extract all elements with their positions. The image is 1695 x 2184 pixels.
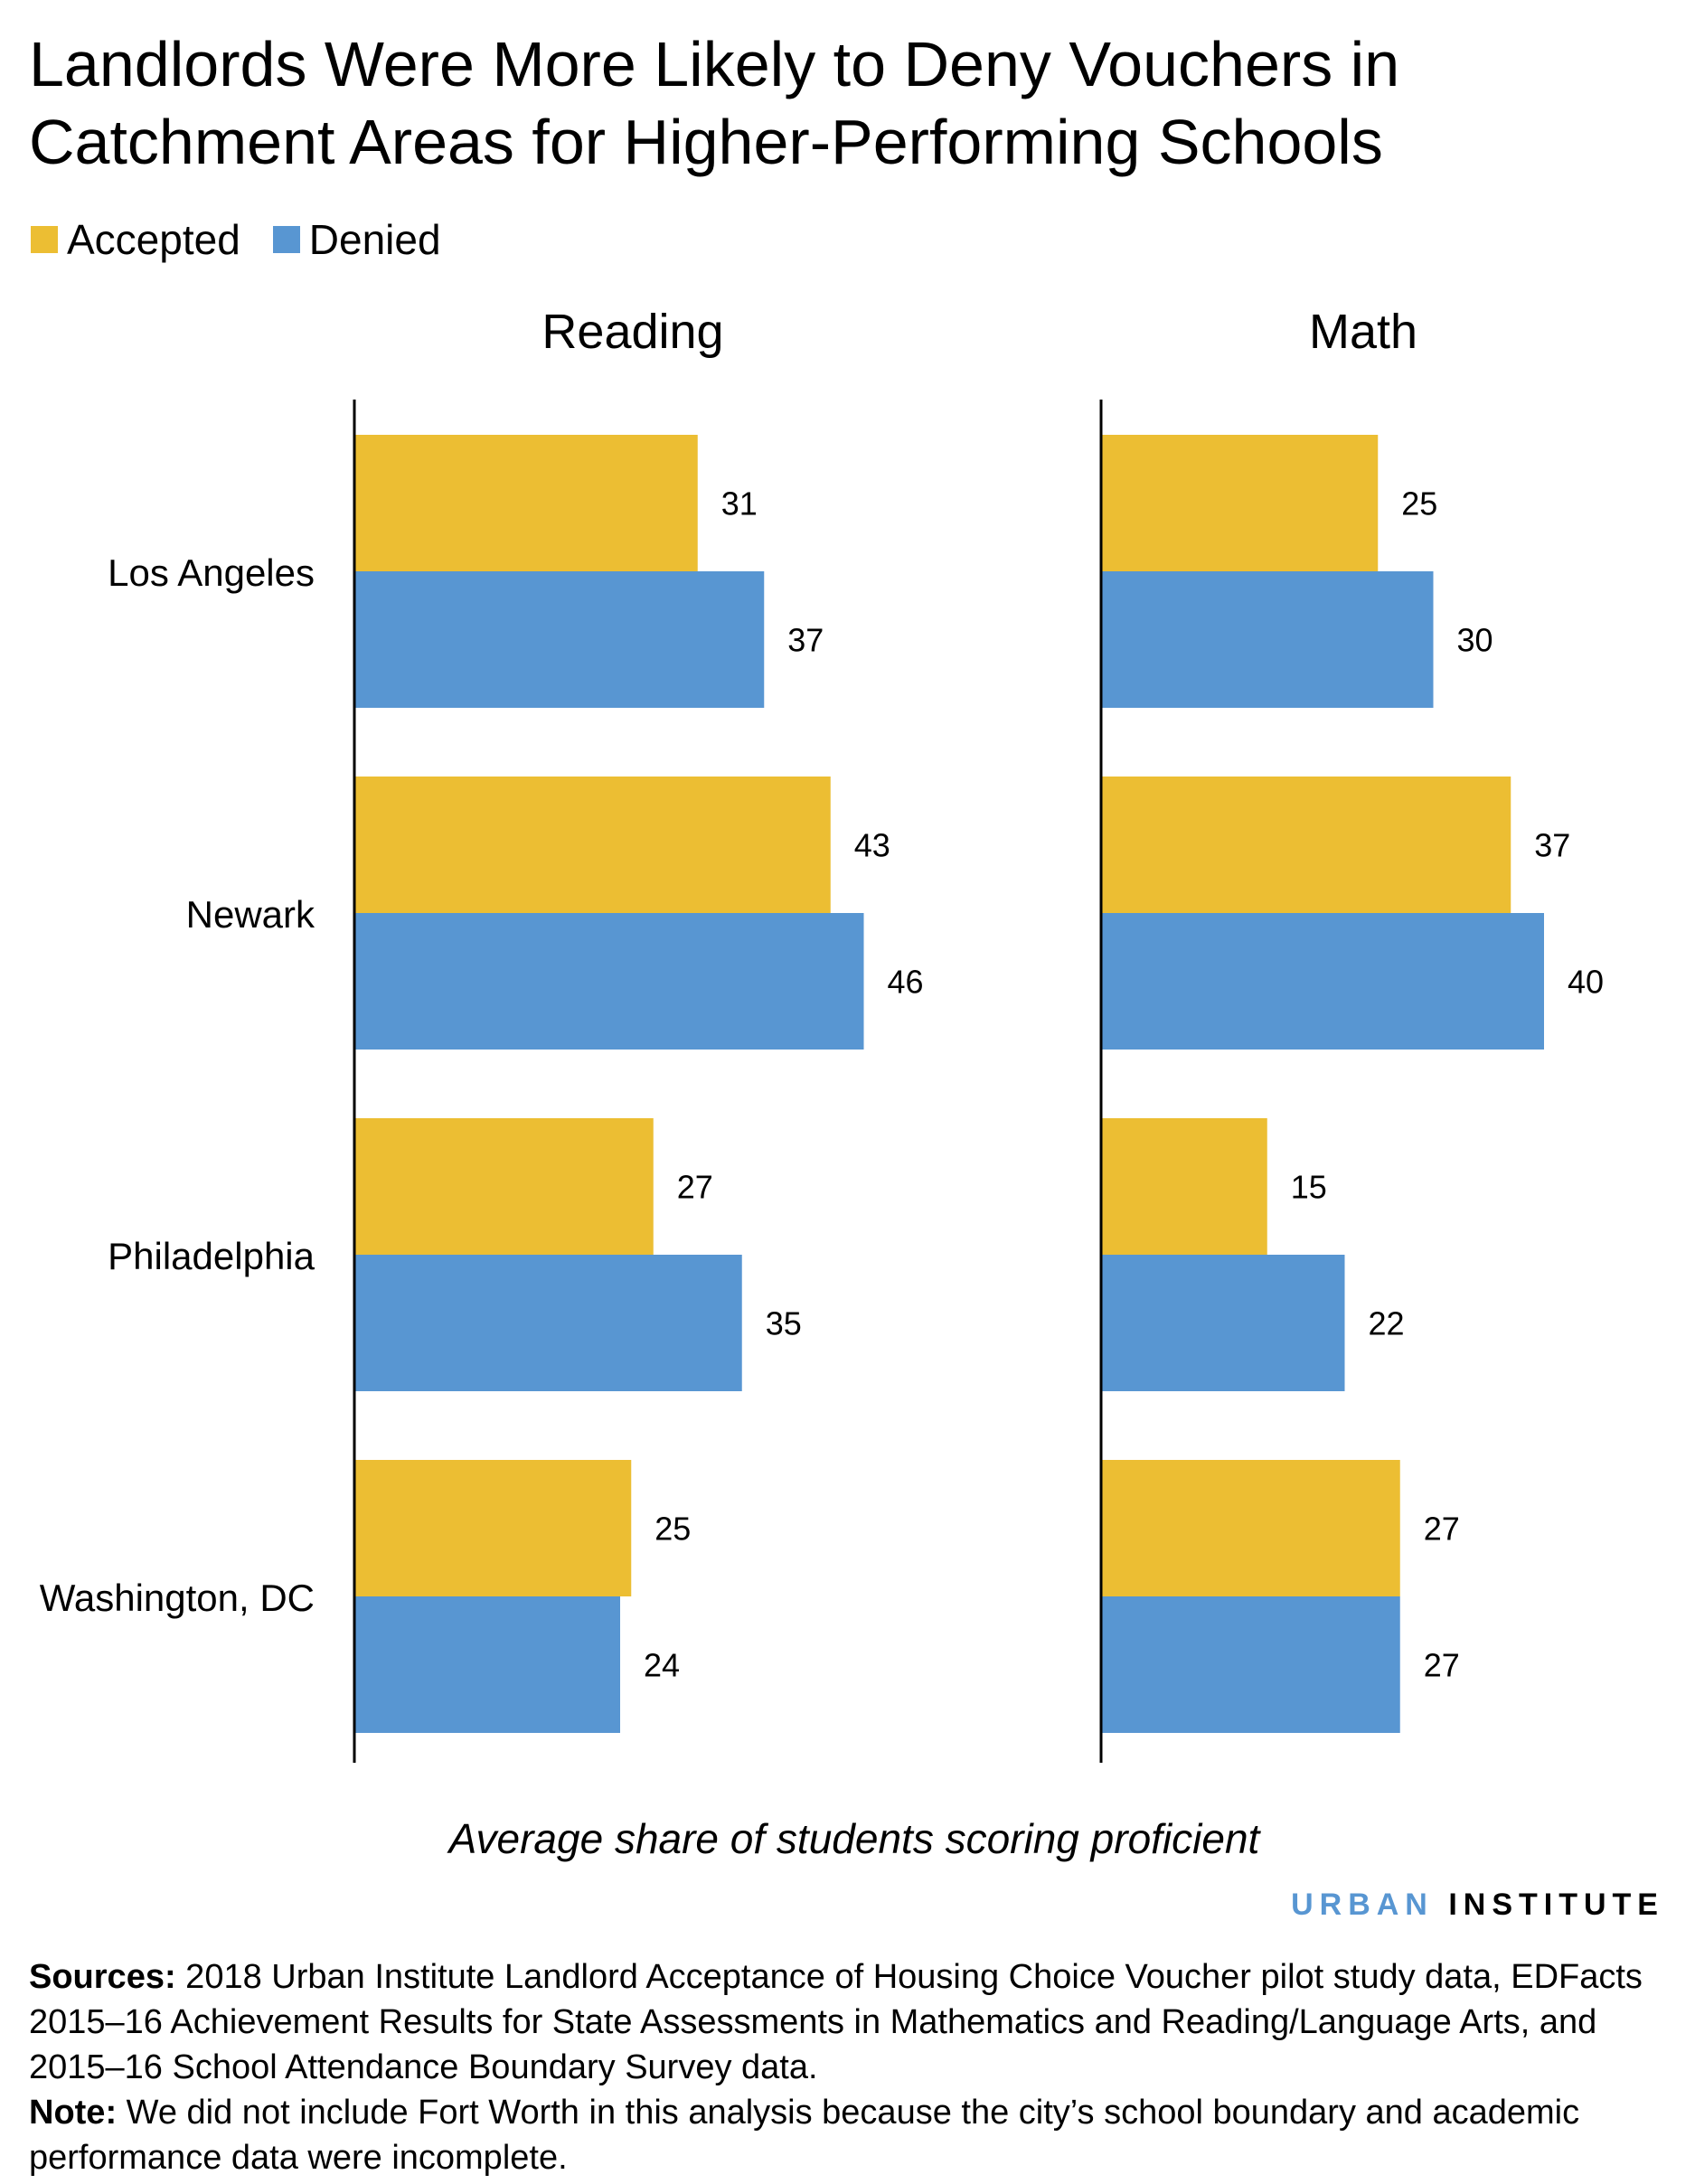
data-label: 25 (1401, 485, 1437, 522)
legend-swatch-denied (272, 226, 300, 253)
data-label: 30 (1457, 622, 1493, 659)
bar-denied (354, 1255, 742, 1391)
logo-part2: INSTITUTE (1448, 1887, 1664, 1922)
data-label: 22 (1369, 1305, 1405, 1342)
panel-title: Reading (541, 305, 723, 359)
data-label: 37 (1534, 827, 1570, 864)
bar-accepted (354, 435, 698, 571)
legend-label: Denied (308, 216, 441, 263)
logo-part1: URBAN (1291, 1887, 1434, 1922)
data-label: 24 (644, 1647, 680, 1684)
bar-denied (354, 1596, 620, 1733)
urban-institute-logo: URBAN INSTITUTE (1291, 1887, 1664, 1923)
bar-denied (1101, 1255, 1345, 1391)
data-label: 46 (888, 964, 924, 1001)
category-label: Washington, DC (40, 1577, 315, 1619)
bar-denied (354, 571, 765, 708)
panel-title: Math (1309, 305, 1417, 359)
bar-denied (1101, 913, 1544, 1050)
data-label: 43 (854, 827, 890, 864)
legend-swatch-accepted (31, 226, 58, 253)
bar-accepted (354, 1118, 654, 1255)
note-text: We did not include Fort Worth in this an… (29, 2094, 1580, 2177)
bar-accepted (1101, 1118, 1267, 1255)
bar-accepted (354, 1460, 632, 1596)
data-label: 27 (677, 1169, 713, 1206)
sources: Sources: 2018 Urban Institute Landlord A… (29, 1954, 1674, 2090)
note-label: Note: (29, 2094, 118, 2132)
notes: Sources: 2018 Urban Institute Landlord A… (29, 1954, 1674, 2180)
data-label: 25 (654, 1511, 691, 1548)
bar-accepted (354, 777, 831, 913)
data-label: 35 (766, 1305, 802, 1342)
data-label: 15 (1291, 1169, 1327, 1206)
bar-denied (1101, 1596, 1400, 1733)
data-label: 27 (1424, 1647, 1460, 1684)
chart-title: Landlords Were More Likely to Deny Vouch… (29, 29, 1400, 177)
legend-item-accepted: Accepted (31, 215, 240, 264)
note: Note: We did not include Fort Worth in t… (29, 2090, 1674, 2180)
bar-denied (1101, 571, 1434, 708)
bar-denied (354, 913, 864, 1050)
legend: Accepted Denied (31, 215, 474, 264)
data-label: 31 (721, 485, 758, 522)
data-label: 40 (1568, 964, 1604, 1001)
category-label: Los Angeles (108, 551, 315, 594)
legend-label: Accepted (67, 216, 240, 263)
data-label: 27 (1424, 1511, 1460, 1548)
category-label: Philadelphia (108, 1235, 315, 1277)
category-label: Newark (186, 893, 315, 936)
x-axis-label: Average share of students scoring profic… (447, 1815, 1262, 1862)
bar-accepted (1101, 777, 1511, 913)
legend-item-denied: Denied (272, 215, 441, 264)
bar-accepted (1101, 1460, 1400, 1596)
bar-accepted (1101, 435, 1379, 571)
sources-text: 2018 Urban Institute Landlord Acceptance… (29, 1958, 1643, 2086)
data-label: 37 (787, 622, 824, 659)
sources-label: Sources: (29, 1958, 176, 1996)
